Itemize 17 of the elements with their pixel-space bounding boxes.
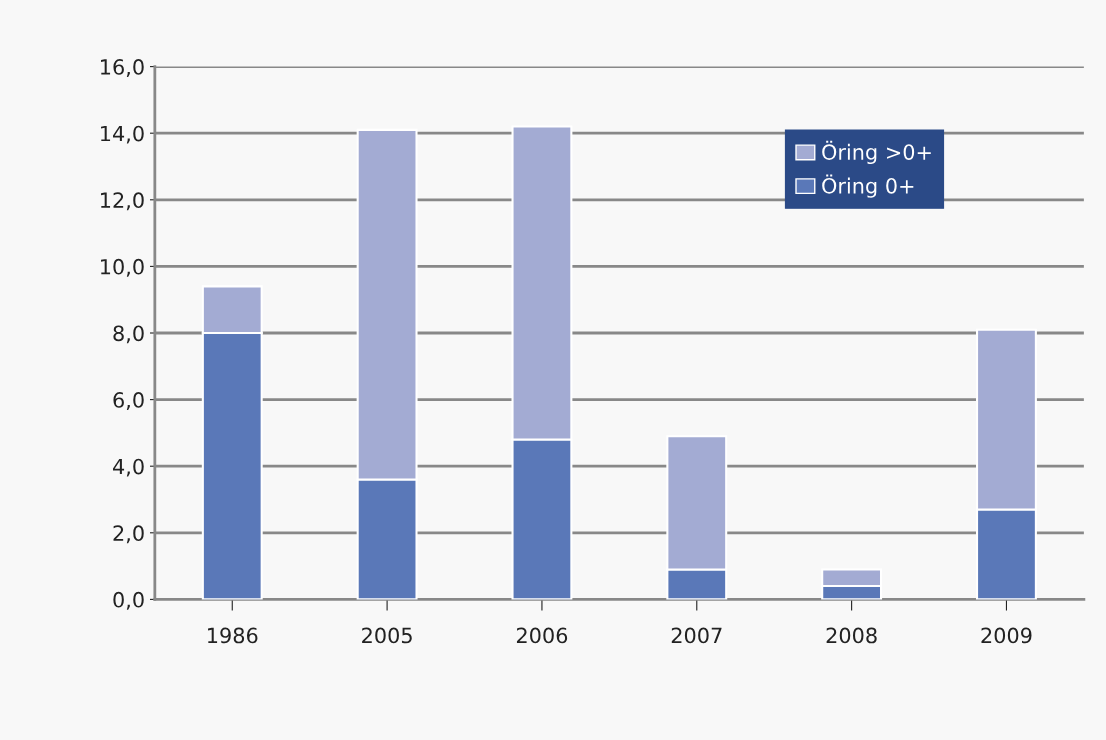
x-tick-label: 2005 xyxy=(362,627,412,644)
y-tick-label: 2,0 xyxy=(113,525,144,544)
x-tick-label: 1986 xyxy=(208,627,258,644)
y-tick-label: 8,0 xyxy=(113,325,144,344)
y-tick-label: 14,0 xyxy=(101,125,144,144)
x-tick-label: 2006 xyxy=(516,627,568,644)
y-tick-label: 16,0 xyxy=(101,59,144,77)
x-tick-label: 2009 xyxy=(981,627,1032,644)
y-tick-label: 4,0 xyxy=(113,458,144,477)
x-tick-label: 2008 xyxy=(826,627,877,644)
legend-label: Öring 0+ xyxy=(822,174,914,198)
y-tick-label: 0,0 xyxy=(113,591,144,610)
x-tick-label: 2007 xyxy=(671,627,722,644)
y-tick-label: 10,0 xyxy=(101,258,144,277)
y-tick-label: 6,0 xyxy=(113,392,144,410)
legend-label: Öring >0+ xyxy=(822,140,931,165)
y-tick-label: 12,0 xyxy=(101,192,144,211)
